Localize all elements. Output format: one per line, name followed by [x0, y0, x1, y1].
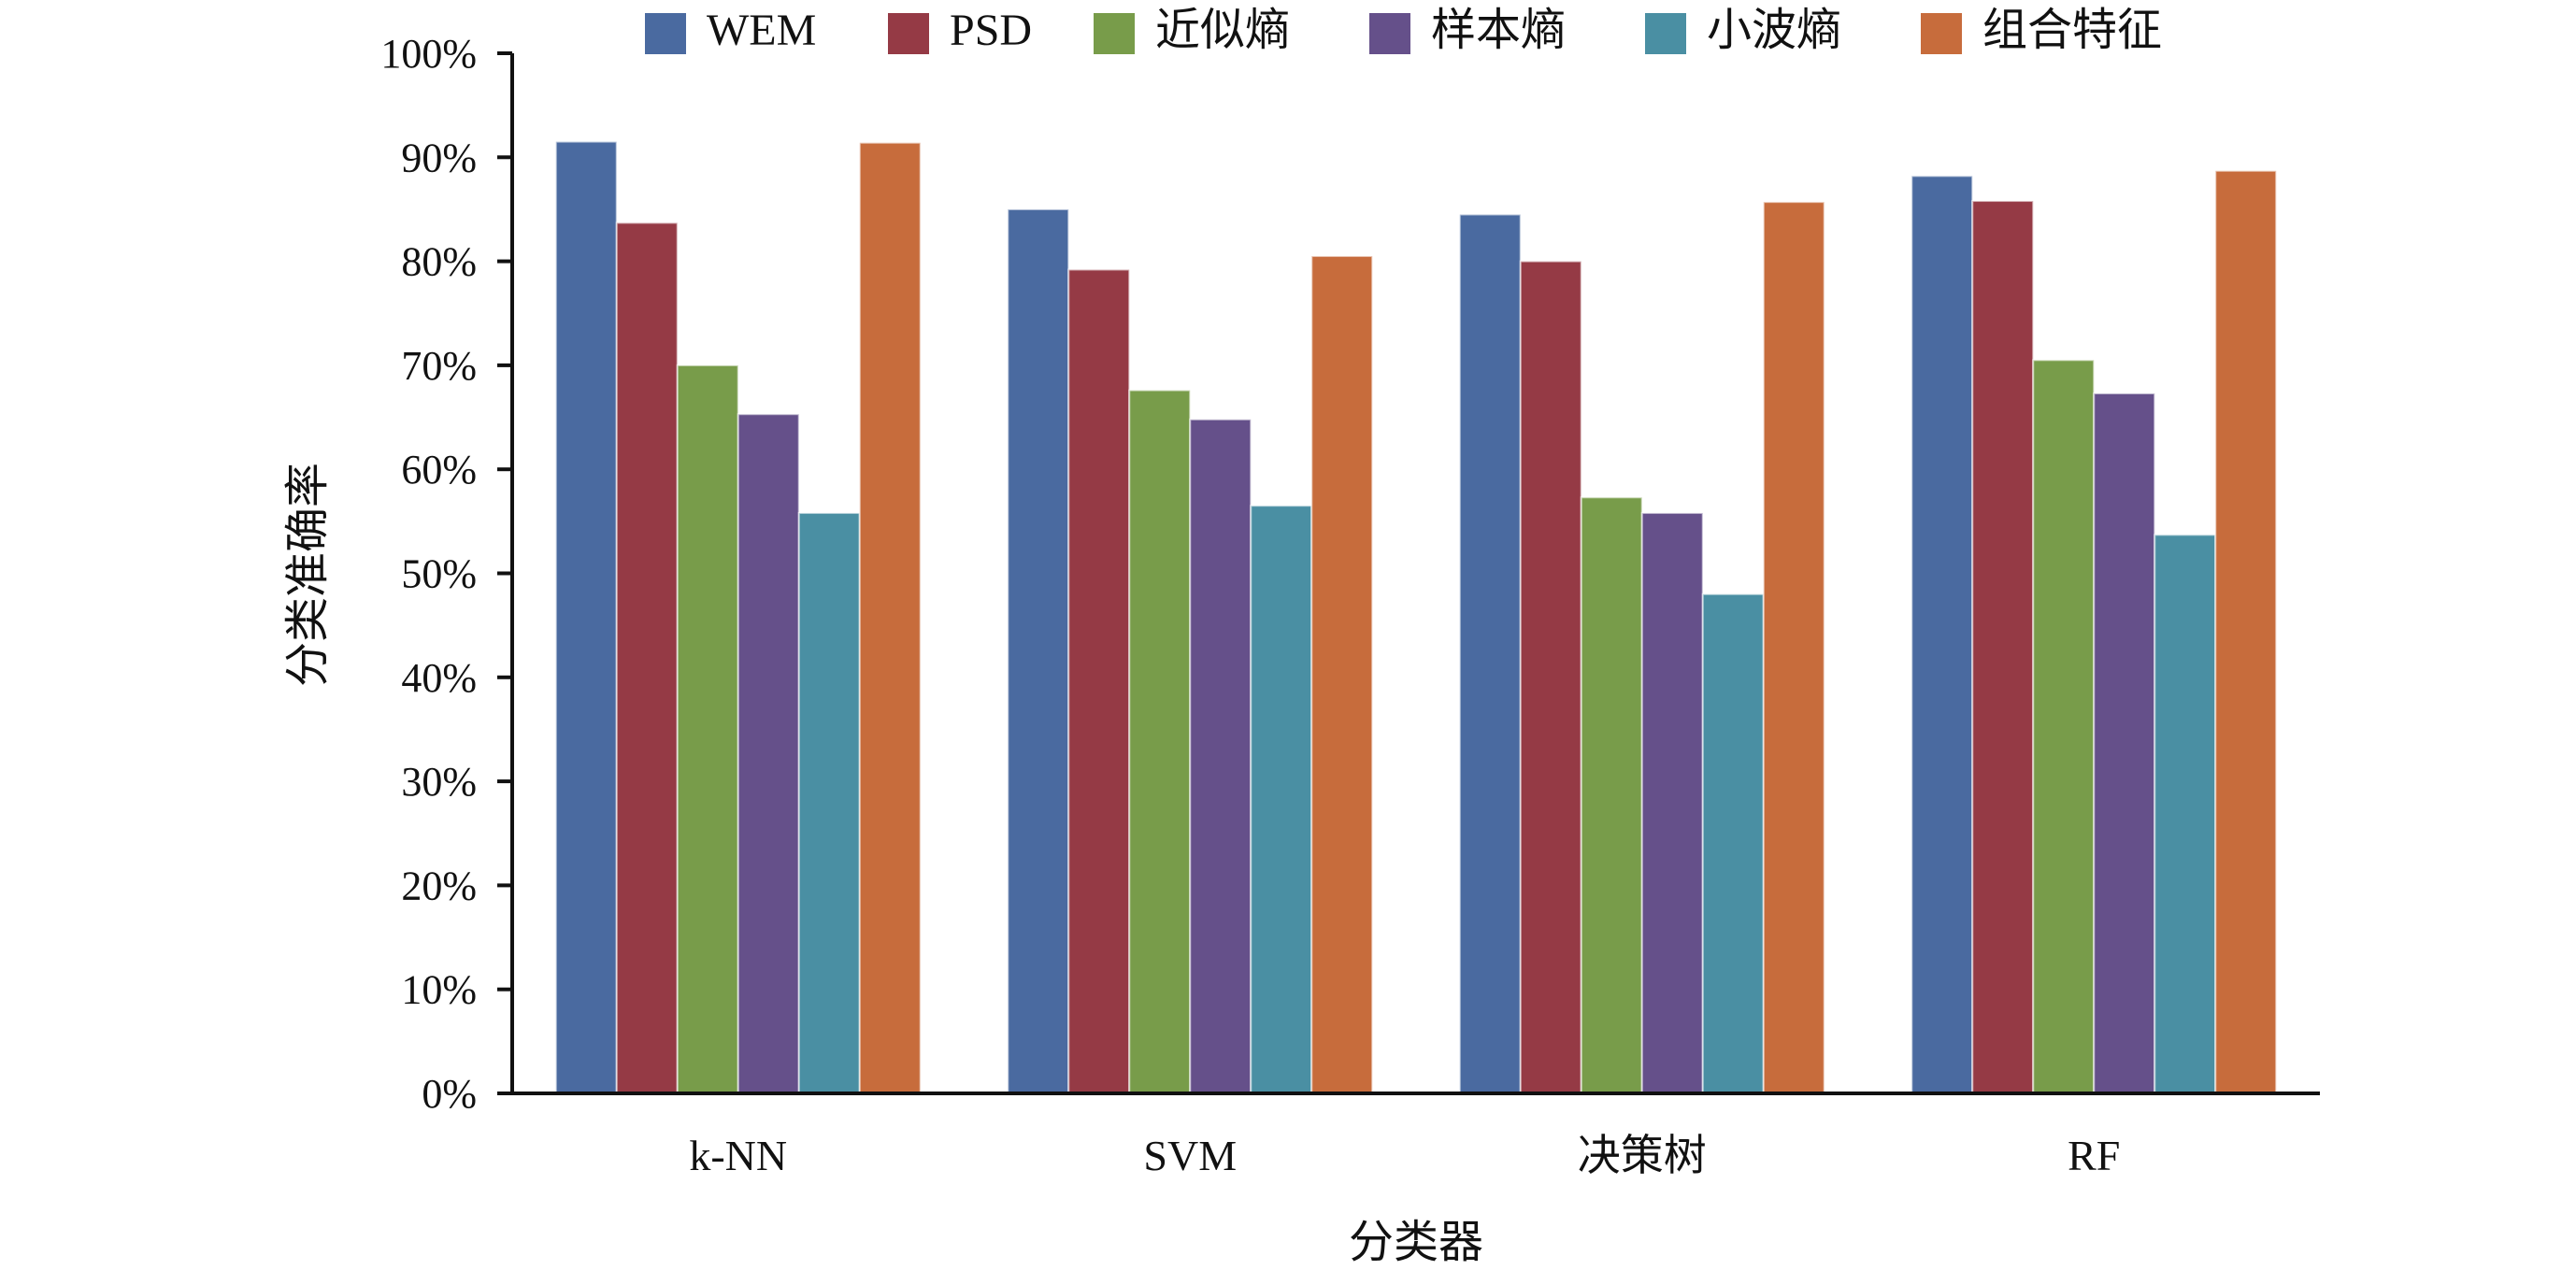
- bar: [1701, 592, 1765, 1094]
- bar: [858, 141, 922, 1094]
- bar: [1310, 255, 1374, 1095]
- x-tick-label: SVM: [1143, 1132, 1237, 1179]
- legend-label: 组合特征: [1982, 6, 2162, 55]
- x-tick-label: 决策树: [1578, 1132, 1707, 1179]
- bar: [1640, 511, 1704, 1094]
- x-axis-title: 分类器: [1349, 1218, 1483, 1265]
- y-tick-label: 20%: [401, 863, 477, 908]
- bar: [2032, 359, 2096, 1094]
- legend-swatch: [1094, 13, 1135, 54]
- legend-label: 小波熵: [1707, 6, 1841, 55]
- legend-swatch: [1645, 13, 1686, 54]
- legend-swatch: [1921, 13, 1962, 54]
- bar: [1458, 213, 1522, 1094]
- y-tick-label: 60%: [401, 447, 477, 492]
- bar: [1007, 207, 1070, 1094]
- legend-label: PSD: [950, 6, 1032, 55]
- legend-label: 样本熵: [1431, 6, 1566, 55]
- bar: [1519, 260, 1582, 1095]
- bar: [1189, 418, 1252, 1094]
- y-tick-label: 70%: [401, 343, 477, 389]
- bars: [554, 140, 2278, 1095]
- legend-label: WEM: [707, 6, 816, 55]
- bar: [1911, 175, 1974, 1095]
- y-tick-label: 90%: [401, 135, 477, 180]
- x-tick-label: k-NN: [689, 1132, 787, 1179]
- bar: [2093, 392, 2156, 1094]
- bar: [615, 221, 679, 1094]
- bar: [1762, 201, 1825, 1094]
- bar: [2214, 169, 2278, 1095]
- bar: [1971, 200, 2035, 1094]
- bar: [1250, 505, 1313, 1094]
- legend-label: 近似熵: [1155, 6, 1290, 55]
- legend: WEM PSD 近似熵 样本熵 小波熵 组合特征: [645, 6, 2162, 55]
- legend-swatch: [645, 13, 686, 54]
- y-tick-label: 30%: [401, 759, 477, 805]
- y-tick-label: 40%: [401, 655, 477, 701]
- y-axis-title: 分类准确率: [283, 463, 333, 687]
- bar: [2154, 534, 2217, 1094]
- y-ticks: 0% 10% 20% 30% 40% 50% 60% 70% 80% 90% 100%: [380, 31, 512, 1117]
- legend-swatch: [1369, 13, 1410, 54]
- x-tick-label: RF: [2068, 1132, 2120, 1179]
- y-tick-label: 80%: [401, 239, 477, 285]
- legend-swatch: [888, 13, 929, 54]
- y-tick-label: 50%: [401, 551, 477, 597]
- y-tick-label: 0%: [422, 1071, 477, 1117]
- bar: [676, 364, 739, 1094]
- bar: [1067, 268, 1131, 1094]
- bar: [797, 511, 861, 1094]
- y-tick-label: 10%: [401, 967, 477, 1013]
- bar: [737, 413, 800, 1094]
- bar: [554, 140, 618, 1095]
- bar: [1580, 496, 1643, 1094]
- x-tick-labels: k-NN SVM 决策树 RF: [689, 1132, 2120, 1179]
- bar: [1128, 389, 1192, 1094]
- y-tick-label: 100%: [380, 31, 477, 77]
